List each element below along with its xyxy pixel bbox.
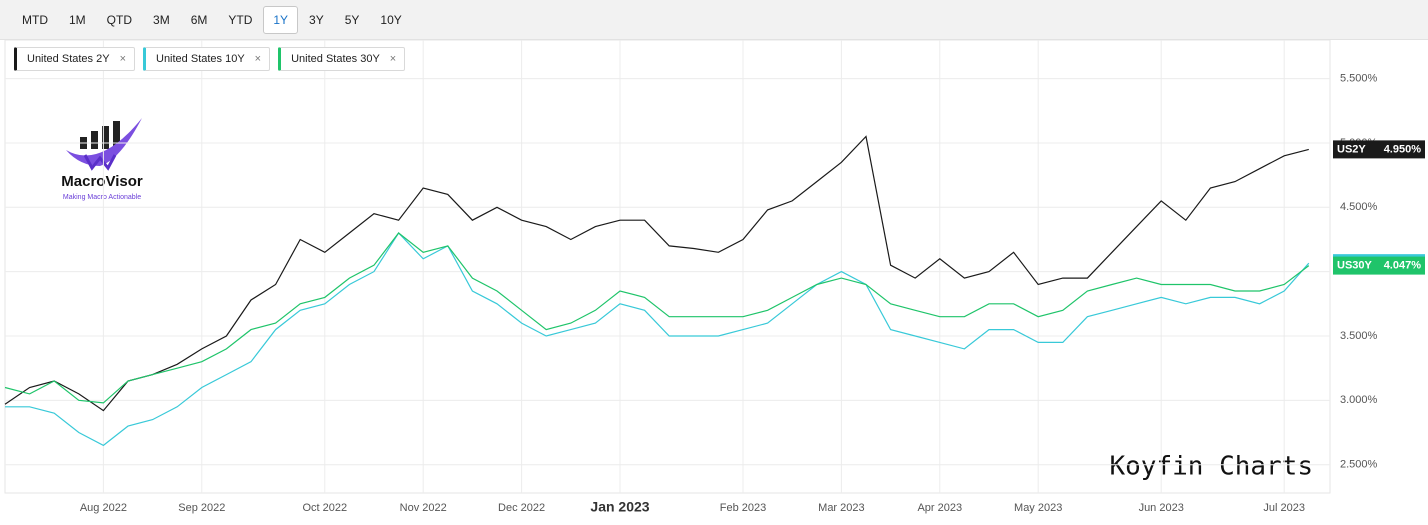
tag-background	[1333, 140, 1425, 159]
legend-close[interactable]: ×	[254, 53, 262, 65]
x-tick-label: Apr 2023	[917, 502, 962, 514]
x-tick-label: Oct 2022	[302, 502, 347, 514]
x-tick-label: Jul 2023	[1263, 502, 1305, 514]
y-tick-label: 5.500%	[1340, 73, 1378, 85]
legend-label: United States 30Y	[291, 53, 380, 65]
plot-area	[4, 39, 1331, 494]
range-button[interactable]: 5Y	[344, 12, 360, 27]
range-toolbar: MTD 1M QTD 3M 6M YTD 1Y 3Y 5Y 10Y	[0, 0, 1428, 40]
range-button[interactable]: 10Y	[380, 12, 402, 27]
series-line	[4, 232, 1310, 404]
last-value-tag: US30Y 4.047%	[1333, 256, 1425, 275]
y-tick-label: 3.000%	[1340, 394, 1378, 406]
range-button[interactable]: YTD	[228, 12, 253, 27]
logo: MacroVisor Making Macro Actionable	[61, 118, 143, 201]
x-tick-label: Aug 2022	[80, 502, 127, 514]
legend-close[interactable]: ×	[119, 53, 126, 65]
legend-chip[interactable]: United States 2Y ×	[14, 47, 135, 71]
y-tick-label: 3.500%	[1340, 330, 1378, 342]
range-button[interactable]: 3M	[153, 12, 170, 27]
y-tick-label: 4.500%	[1340, 201, 1378, 213]
tag-name: US30Y	[1337, 260, 1373, 272]
series-line	[4, 135, 1309, 412]
x-tick-label: May 2023	[1014, 502, 1062, 514]
x-tick-label: Feb 2023	[720, 502, 766, 514]
logo-name: MacroVisor	[61, 173, 143, 190]
legend-label: United States 10Y	[156, 53, 245, 65]
range-button[interactable]: QTD	[106, 12, 133, 27]
range-button[interactable]: MTD	[22, 12, 48, 27]
logo-tagline: Making Macro Actionable	[63, 194, 141, 201]
watermark: Koyfin Charts	[1110, 452, 1314, 482]
last-value-tag: US2Y 4.950%	[1333, 140, 1425, 159]
x-tick-label: Mar 2023	[818, 502, 864, 514]
tag-background	[1333, 256, 1425, 275]
legend-chip[interactable]: United States 10Y ×	[143, 47, 271, 71]
legend-chip[interactable]: United States 30Y ×	[278, 47, 406, 71]
x-tick-label: Nov 2022	[400, 502, 447, 514]
x-tick-label: Dec 2022	[498, 502, 545, 514]
range-button[interactable]: 1Y	[263, 5, 299, 34]
legend-label: United States 2Y	[27, 53, 110, 65]
grid	[5, 40, 1330, 493]
range-button[interactable]: 1M	[69, 12, 86, 27]
range-button[interactable]: 6M	[190, 12, 208, 27]
range-button[interactable]: 3Y	[309, 12, 324, 27]
legend-close[interactable]: ×	[389, 53, 397, 65]
tag-value: 4.047%	[1384, 260, 1422, 272]
y-tick-label: 2.500%	[1340, 459, 1378, 471]
x-tick-label: Sep 2022	[178, 502, 225, 514]
legend: United States 2Y × United States 10Y × Unite…	[14, 47, 406, 71]
series-line	[5, 232, 1310, 447]
x-tick-label: Jun 2023	[1139, 502, 1184, 514]
tag-name: US2Y	[1337, 143, 1366, 155]
tag-value: 4.950%	[1384, 143, 1422, 155]
x-tick-label: Jan 2023	[590, 499, 649, 515]
